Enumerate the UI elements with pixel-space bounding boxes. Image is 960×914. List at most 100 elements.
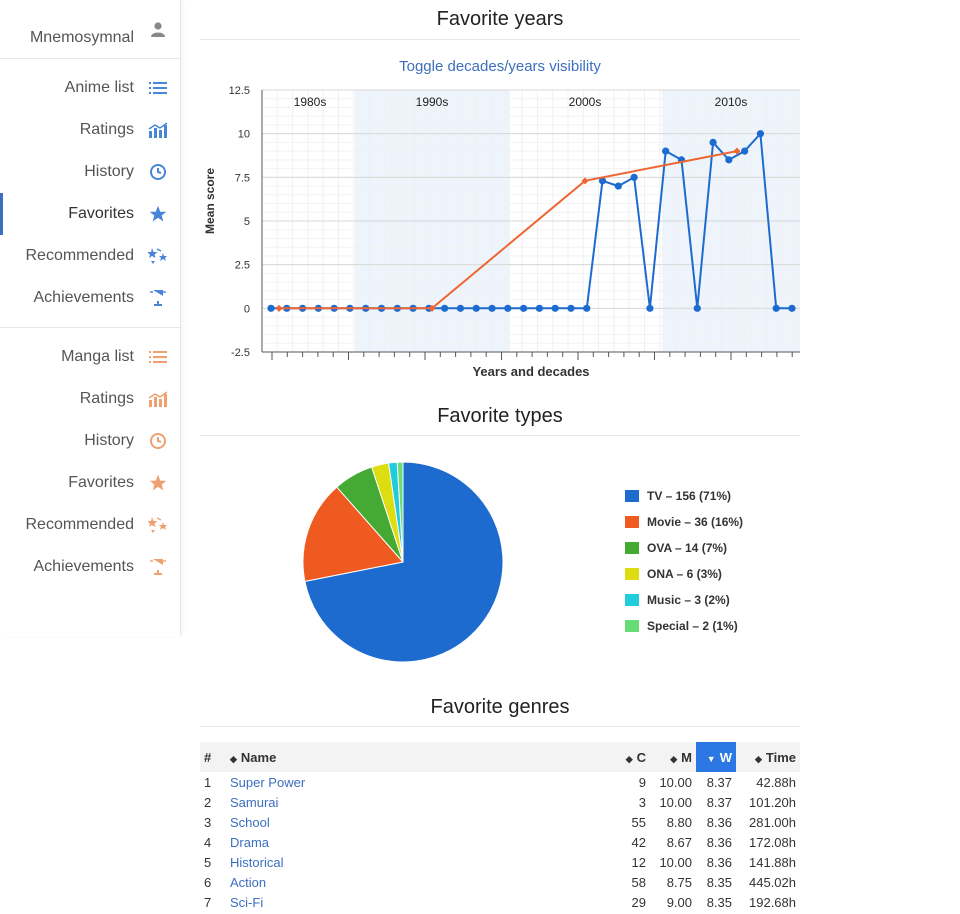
sort-icon: ◆	[754, 753, 762, 764]
legend-swatch	[625, 594, 639, 606]
genre-link[interactable]: School	[230, 814, 270, 830]
types-title: Favorite types	[437, 405, 563, 427]
cell-w: 8.35	[706, 874, 732, 890]
decade-label: 2010s	[715, 95, 748, 109]
legend-label: Music – 3 (2%)	[647, 593, 730, 607]
table-row: 1 Super Power 9 10.00 8.37 42.88h	[200, 772, 800, 792]
y-tick-label: 2.5	[235, 260, 250, 272]
series-line-decades	[279, 150, 738, 310]
trophy-icon	[148, 288, 168, 308]
cell-w: 8.35	[706, 894, 732, 910]
col-time-sort[interactable]: ◆ Time	[736, 742, 800, 772]
history-icon	[148, 162, 168, 182]
cell-n: 7	[204, 894, 212, 910]
y-tick-label: 12.5	[229, 85, 250, 97]
manga-nav-recommended[interactable]: Recommended	[0, 504, 180, 546]
decade-label: 2000s	[569, 95, 602, 109]
manga-nav-history[interactable]: History	[0, 420, 180, 462]
anime-nav-ratings[interactable]: Ratings	[0, 109, 180, 151]
data-point	[583, 304, 591, 312]
anime-nav-favorites[interactable]: Favorites	[0, 193, 180, 235]
col-weighted-sort[interactable]: ▼ W	[696, 742, 736, 772]
cell-c: 42	[631, 834, 646, 850]
decade-point	[275, 304, 283, 312]
anime-nav-anime-list[interactable]: Anime list	[0, 67, 180, 109]
col-name-sort[interactable]: ◆ Name	[226, 742, 612, 772]
legend-label: TV – 156 (71%)	[647, 489, 731, 503]
sort-icon: ◆	[670, 753, 678, 764]
genre-link[interactable]: Drama	[230, 834, 270, 850]
data-point	[504, 304, 512, 312]
divider	[200, 39, 800, 40]
data-point	[472, 304, 480, 312]
cell-time: 445.02h	[749, 874, 796, 890]
cell-time: 42.88h	[756, 774, 796, 790]
cell-time: 281.00h	[749, 814, 796, 830]
data-point	[267, 304, 275, 312]
col-mean-sort[interactable]: ◆ M	[650, 742, 696, 772]
anime-nav-recommended[interactable]: Recommended	[0, 235, 180, 277]
data-point	[598, 177, 607, 185]
anime-nav-achievements[interactable]: Achievements	[0, 277, 180, 319]
data-point	[693, 304, 701, 312]
pie-slice	[304, 461, 504, 663]
cell-n: 4	[204, 834, 212, 850]
decade-point	[428, 304, 436, 312]
cell-time: 101.20h	[749, 794, 796, 810]
cell-m: 8.67	[666, 834, 692, 850]
cell-n: 6	[204, 874, 212, 890]
data-point	[630, 173, 638, 181]
recommended-icon	[148, 246, 168, 266]
genre-link[interactable]: Action	[230, 874, 267, 890]
genres-table: # ◆ Name ◆ C ◆ M ▼ W ◆ Time 1 Super Power 9 10.0…	[200, 742, 800, 912]
data-point	[488, 304, 496, 312]
sort-icon: ◆	[230, 753, 237, 764]
data-point	[725, 156, 733, 164]
col-mean-label: M	[681, 749, 692, 765]
legend-swatch	[625, 516, 639, 528]
y-tick-label: 10	[238, 129, 250, 141]
anime-nav: Anime list Ratings History Favorites Recomme…	[0, 59, 180, 328]
genre-link[interactable]: Historical	[230, 854, 284, 870]
ratings-icon	[148, 389, 168, 409]
nav-label: History	[84, 432, 134, 449]
table-row: 6 Action 58 8.75 8.35 445.02h	[200, 872, 800, 892]
data-point	[788, 304, 796, 312]
genre-link[interactable]: Super Power	[230, 774, 306, 790]
genre-link[interactable]: Sci-Fi	[230, 894, 264, 910]
years-title: Favorite years	[436, 8, 564, 30]
decade-point	[581, 177, 589, 185]
history-icon	[148, 431, 168, 451]
list-icon	[148, 347, 168, 367]
legend-swatch	[625, 490, 639, 502]
nav-label: Recommended	[25, 247, 135, 264]
y-tick-label: 0	[244, 303, 250, 315]
nav-label: Favorites	[68, 205, 134, 222]
user-profile-link[interactable]: Mnemosymnal	[0, 0, 180, 58]
nav-label: Anime list	[64, 79, 134, 96]
nav-label: History	[84, 163, 134, 180]
cell-n: 3	[204, 814, 212, 830]
legend-label: OVA – 14 (7%)	[647, 541, 727, 555]
recommended-icon	[148, 515, 168, 535]
data-point	[614, 182, 622, 190]
cell-w: 8.36	[706, 814, 732, 830]
data-point	[551, 304, 559, 312]
genre-link[interactable]: Samurai	[230, 794, 279, 810]
anime-nav-history[interactable]: History	[0, 151, 180, 193]
cell-c: 58	[631, 874, 646, 890]
manga-nav-manga-list[interactable]: Manga list	[0, 336, 180, 378]
manga-nav-ratings[interactable]: Ratings	[0, 378, 180, 420]
cell-m: 10.00	[659, 854, 692, 870]
toggle-decades-link[interactable]: Toggle decades/years visibility	[399, 58, 601, 75]
cell-w: 8.36	[706, 854, 732, 870]
divider	[200, 726, 800, 727]
sidebar: Mnemosymnal Anime list Ratings History Favo…	[0, 0, 181, 636]
cell-c: 9	[638, 774, 646, 790]
pie-slice	[302, 486, 404, 583]
decade-point	[733, 147, 741, 155]
manga-nav-achievements[interactable]: Achievements	[0, 546, 180, 588]
x-axis-title: Years and decades	[472, 364, 589, 379]
manga-nav-favorites[interactable]: Favorites	[0, 462, 180, 504]
col-count-sort[interactable]: ◆ C	[612, 742, 650, 772]
